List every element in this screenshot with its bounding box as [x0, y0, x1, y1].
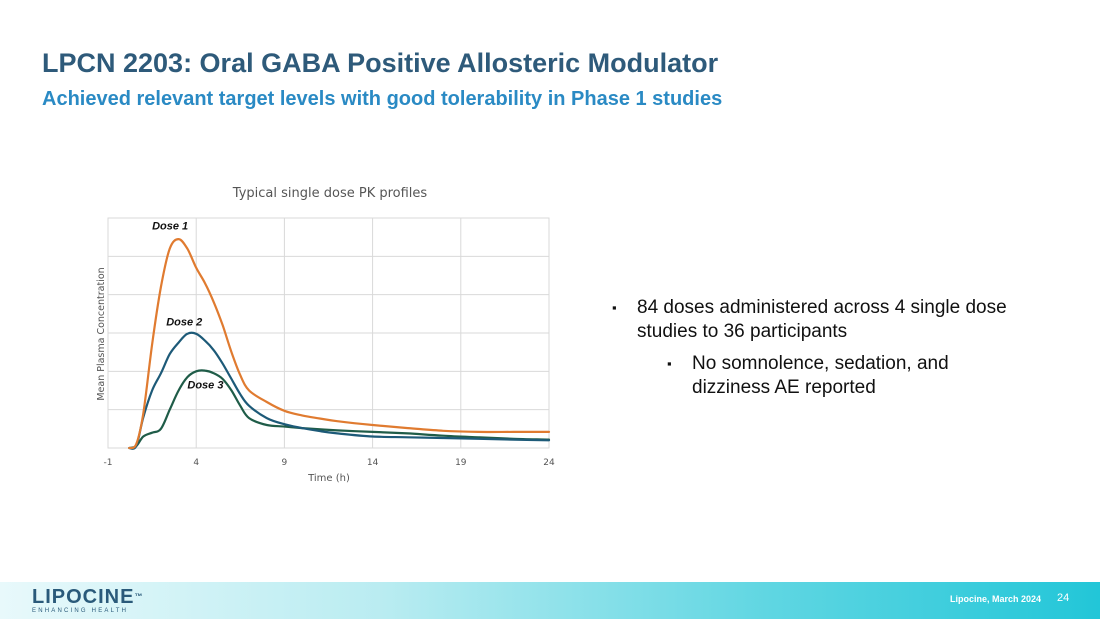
x-tick-label: 4	[193, 458, 199, 468]
slide-subtitle: Achieved relevant target levels with goo…	[42, 88, 723, 110]
series-label-dose-1: Dose 1	[152, 221, 188, 233]
bullet-item: ▪ 84 doses administered across 4 single …	[612, 296, 1032, 344]
chart-title: Typical single dose PK profiles	[232, 186, 428, 201]
page-number: 24	[1057, 592, 1070, 604]
series-label-dose-3: Dose 3	[187, 380, 223, 392]
sub-bullet-item: ▪ No somnolence, sedation, and dizziness…	[667, 352, 1032, 400]
chart-ticks: -1 4 9 14 19 24	[104, 458, 555, 468]
chart-annotations: Dose 1 Dose 2 Dose 3	[152, 221, 223, 392]
x-axis-label: Time (h)	[307, 473, 350, 484]
x-tick-label: 9	[282, 458, 288, 468]
key-points: ▪ 84 doses administered across 4 single …	[612, 296, 1032, 400]
chart-grid	[107, 217, 550, 449]
pk-profile-chart: -1 4 9 14 19 24 Dose 1 Dose 2 Dose 3 Time (h) M…	[96, 217, 555, 484]
x-tick-label: 24	[543, 458, 555, 468]
bullet-marker-icon: ▪	[667, 356, 672, 371]
series-label-dose-2: Dose 2	[166, 316, 202, 328]
logo-tagline: ENHANCING HEALTH	[32, 608, 129, 614]
company-logo: LIPOCINE™ ENHANCING HEALTH	[32, 587, 143, 614]
bullet-marker-icon: ▪	[612, 300, 617, 315]
y-axis-label: Mean Plasma Concentration	[96, 267, 107, 400]
sub-bullet-text: No somnolence, sedation, and dizziness A…	[692, 353, 949, 398]
slide-title: LPCN 2203: Oral GABA Positive Allosteric…	[42, 48, 719, 78]
bullet-text: 84 doses administered across 4 single do…	[637, 297, 1007, 342]
chart-series	[128, 238, 551, 450]
series-line-dose-2	[128, 331, 551, 450]
x-tick-label: 14	[367, 458, 379, 468]
x-tick-label: 19	[455, 458, 467, 468]
logo-wordmark: LIPOCINE™	[32, 586, 144, 608]
x-tick-label: -1	[104, 458, 113, 468]
series-line-dose-3	[128, 369, 551, 450]
footer-band	[0, 582, 1100, 619]
footer-source: Lipocine, March 2024	[950, 594, 1042, 604]
series-line-dose-1	[128, 238, 551, 450]
